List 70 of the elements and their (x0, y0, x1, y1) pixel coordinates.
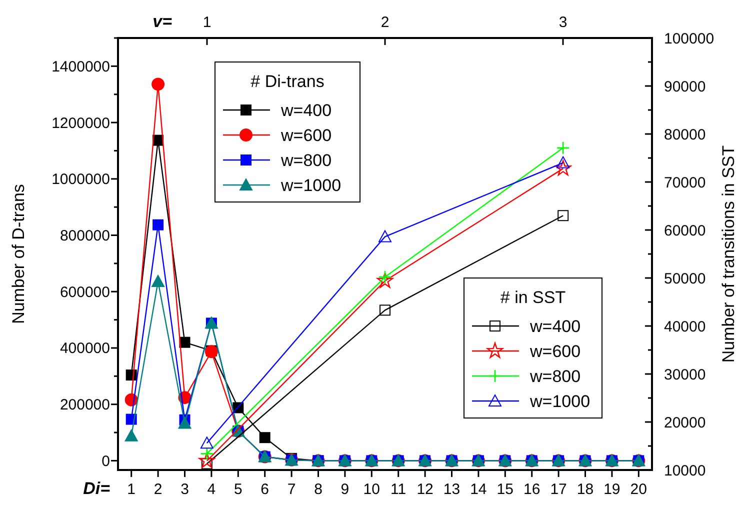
x-tick-label: 3 (180, 481, 189, 498)
x-tick-label: 4 (207, 481, 216, 498)
y2-tick-label: 20000 (664, 414, 706, 432)
y2-tick-label: 10000 (664, 462, 706, 480)
x-tick-label: 1 (127, 481, 136, 498)
point (380, 304, 390, 316)
x-tick-label: 2 (154, 481, 162, 498)
x2-tick-label: 2 (380, 14, 390, 31)
x-tick-label: 17 (550, 481, 567, 498)
legend-label: w=1000 (280, 176, 342, 195)
x-tick-label: 9 (340, 481, 350, 498)
legend-label: w=600 (280, 126, 332, 145)
y2-tick-label: 70000 (664, 174, 706, 192)
x-tick-label: 6 (260, 481, 270, 498)
x-tick-label: 5 (234, 481, 242, 498)
x-tick-label: 14 (470, 481, 487, 498)
y-tick-label: 1400000 (52, 58, 110, 76)
point (558, 210, 569, 222)
x-tick-label: 12 (416, 481, 434, 498)
y-tick-label: 200000 (60, 396, 110, 414)
point (152, 219, 164, 230)
x-tick-label: 15 (496, 481, 514, 498)
y-tick-label: 400000 (60, 340, 110, 358)
point (378, 230, 392, 242)
x-axis-title: Di= (83, 479, 110, 498)
x-tick-label: 11 (390, 481, 406, 498)
point (554, 160, 572, 176)
legend-label: w=800 (529, 366, 581, 386)
point (179, 336, 190, 348)
point (198, 452, 216, 468)
y-tick-label: 1200000 (52, 114, 110, 132)
x-tick-label: 20 (630, 481, 647, 498)
point (259, 432, 270, 444)
point (200, 436, 214, 449)
y-tick-label: 1000000 (52, 171, 110, 188)
y2-axis-title: Number of transitions in SST (719, 145, 738, 363)
point (152, 78, 165, 91)
x-tick-label: 13 (443, 481, 460, 498)
legend-label: w=400 (280, 100, 332, 120)
point (178, 416, 192, 429)
x-tick-label: 7 (287, 481, 296, 498)
x2-tick-label: 1 (202, 14, 212, 31)
y2-tick-label: 90000 (664, 78, 706, 96)
y-tick-label: 0 (102, 452, 110, 470)
y2-tick-label: 60000 (664, 222, 706, 240)
x2-axis-title: v= (152, 12, 172, 31)
x2-tick-label: 3 (558, 14, 568, 31)
y-axis-title: Number of D-trans (9, 184, 28, 324)
point (152, 274, 165, 287)
y2-tick-label: 50000 (664, 270, 706, 288)
point (556, 141, 570, 155)
y2-tick-label: 100000 (664, 30, 714, 48)
x-tick-label: 18 (576, 481, 594, 498)
x-tick-label: 10 (363, 481, 380, 498)
text: # Di-trans (250, 72, 324, 91)
point (124, 429, 138, 442)
y2-tick-label: 40000 (664, 318, 706, 336)
y-tick-label: 600000 (60, 284, 110, 301)
y2-tick-label: 80000 (664, 126, 706, 144)
x-tick-label: 16 (524, 481, 540, 498)
legend-label: w=800 (280, 150, 332, 170)
y2-tick-label: 30000 (664, 366, 706, 384)
text: # in SST (500, 288, 566, 307)
y-tick-label: 800000 (60, 228, 110, 245)
point (376, 272, 394, 288)
legend-label: w=1000 (529, 392, 590, 411)
legend-label: w=600 (529, 342, 581, 361)
legend-label: w=400 (529, 316, 581, 336)
x-tick-label: 19 (604, 481, 620, 498)
x-tick-label: 8 (314, 481, 322, 498)
